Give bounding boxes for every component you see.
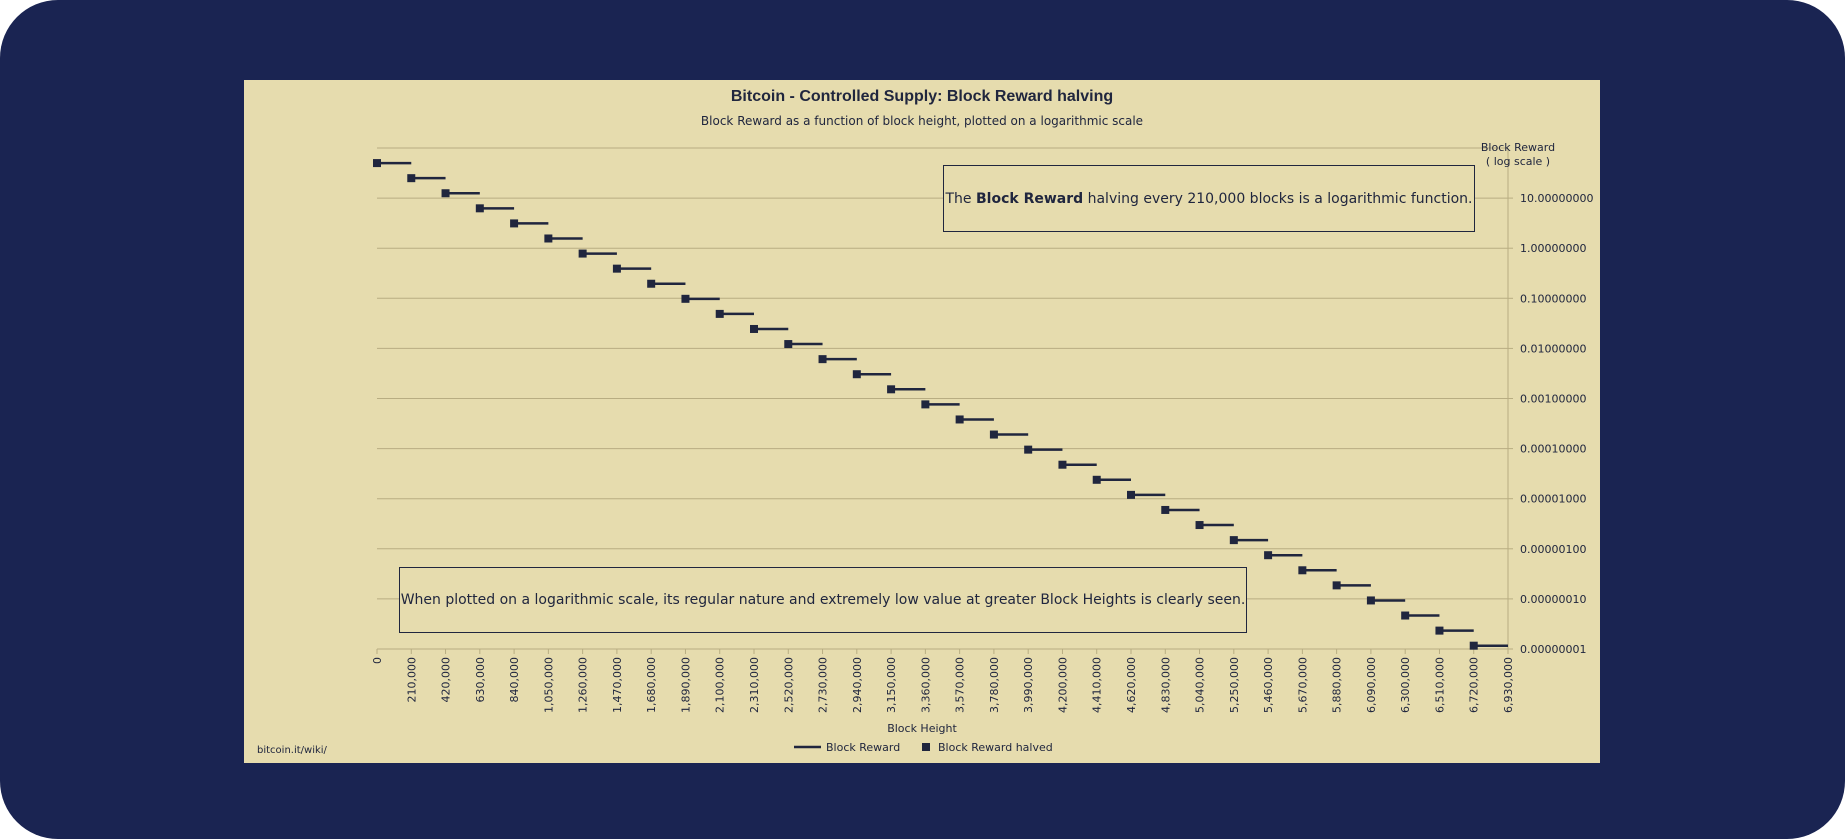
x-tick-label: 4,620,000 xyxy=(1125,657,1138,713)
block-reward-halved-marker xyxy=(1264,551,1273,560)
source-credit: bitcoin.it/wiki/ xyxy=(257,745,327,756)
x-tick-label: 420,000 xyxy=(440,657,453,703)
y-tick-label: 0.00000001 xyxy=(1520,643,1586,656)
x-tick-label: 6,090,000 xyxy=(1365,657,1378,713)
x-tick-label: 1,680,000 xyxy=(645,657,658,713)
y-axis-label-scale: ( log scale ) xyxy=(1486,155,1550,168)
chart-plot: 10.00000000 1.00000000 0.10000000 0.0100000… xyxy=(371,141,1593,754)
x-tick-label: 6,300,000 xyxy=(1399,657,1412,713)
block-reward-halved-marker xyxy=(1435,626,1444,635)
block-reward-halved-marker xyxy=(715,309,724,318)
block-reward-halved-marker xyxy=(750,324,758,333)
x-tick-label: 5,880,000 xyxy=(1331,657,1344,713)
x-tick-label: 1,470,000 xyxy=(611,657,624,713)
x-tick-label: 3,150,000 xyxy=(885,657,898,713)
x-tick-label: 0 xyxy=(371,657,384,664)
block-reward-halved-marker xyxy=(1195,521,1204,530)
x-tick-labels: 0 210,000 420,000 630,000 840,000 1,050,000 1,… xyxy=(371,657,1515,713)
x-tick-label: 4,830,000 xyxy=(1159,657,1172,713)
block-reward-halved-marker xyxy=(1092,475,1101,484)
block-reward-halved-marker xyxy=(1298,566,1307,575)
chart-subtitle: Block Reward as a function of block heig… xyxy=(700,114,1144,128)
chart-title: Bitcoin - Controlled Supply: Block Rewar… xyxy=(730,88,1114,105)
x-tick-label: 5,040,000 xyxy=(1194,657,1207,713)
x-tick-label: 5,250,000 xyxy=(1228,657,1241,713)
block-reward-halved-marker xyxy=(475,204,484,213)
block-reward-halved-marker xyxy=(921,400,930,409)
x-tick-label: 6,720,000 xyxy=(1468,657,1481,713)
block-reward-halved-marker xyxy=(510,219,519,228)
x-tick-label: 1,050,000 xyxy=(542,657,555,713)
x-tick-label: 630,000 xyxy=(474,657,487,703)
y-tick-label: 0.00001000 xyxy=(1520,493,1586,506)
y-tick-label: 0.00000100 xyxy=(1520,543,1586,556)
x-tick-label: 2,100,000 xyxy=(714,657,727,713)
legend-marker-swatch xyxy=(922,743,930,751)
block-reward-halved-marker xyxy=(407,174,416,183)
block-reward-halved-marker xyxy=(1161,505,1170,514)
block-reward-halved-marker xyxy=(1401,611,1410,620)
block-reward-halved-marker xyxy=(1229,536,1238,545)
legend-label-block-reward-halved: Block Reward halved xyxy=(938,741,1053,754)
block-reward-halved-marker xyxy=(544,234,553,243)
x-tick-label: 2,310,000 xyxy=(748,657,761,713)
annotation-halving-pre: The xyxy=(945,190,976,207)
x-tick-label: 5,670,000 xyxy=(1296,657,1309,713)
x-tick-label: 840,000 xyxy=(508,657,521,703)
y-tick-label: 0.00000010 xyxy=(1520,593,1586,606)
x-tick-label: 4,410,000 xyxy=(1091,657,1104,713)
annotation-halving-post: halving every 210,000 blocks is a logari… xyxy=(1083,190,1473,207)
legend: Block Reward Block Reward halved xyxy=(794,741,1053,754)
block-reward-halved-marker xyxy=(612,264,621,273)
x-tick-label: 3,780,000 xyxy=(988,657,1001,713)
block-reward-halved-marker xyxy=(1469,641,1478,650)
x-tick-label: 4,200,000 xyxy=(1056,657,1069,713)
block-reward-halved-marker xyxy=(578,249,587,258)
block-reward-halved-marker xyxy=(1332,581,1341,590)
y-tick-label: 1.00000000 xyxy=(1520,242,1586,255)
block-reward-halved-marker xyxy=(1366,596,1375,605)
x-tick-label: 5,460,000 xyxy=(1262,657,1275,713)
x-tick-label: 6,510,000 xyxy=(1433,657,1446,713)
block-reward-halved-marker xyxy=(681,294,690,303)
x-tick-label: 6,930,000 xyxy=(1502,657,1515,713)
y-axis-label: Block Reward xyxy=(1481,141,1555,154)
y-tick-label: 0.00010000 xyxy=(1520,443,1586,456)
grid-layer xyxy=(377,147,1508,650)
y-tick-label: 10.00000000 xyxy=(1520,192,1593,205)
y-tick-label: 0.00100000 xyxy=(1520,393,1586,406)
x-tick-label: 1,260,000 xyxy=(577,657,590,713)
axis-layer xyxy=(376,148,1513,654)
x-tick-label: 2,940,000 xyxy=(851,657,864,713)
block-reward-halved-marker xyxy=(955,415,964,424)
block-reward-halved-marker xyxy=(887,385,896,394)
x-tick-label: 3,570,000 xyxy=(954,657,967,713)
y-tick-labels: 10.00000000 1.00000000 0.10000000 0.0100000… xyxy=(1520,192,1593,656)
block-reward-halved-marker xyxy=(373,159,381,168)
annotation-log-scale: When plotted on a logarithmic scale, its… xyxy=(399,567,1247,633)
chart-panel: Bitcoin - Controlled Supply: Block Rewar… xyxy=(244,80,1600,763)
x-tick-label: 2,520,000 xyxy=(782,657,795,713)
y-tick-label: 0.01000000 xyxy=(1520,342,1586,355)
block-reward-halved-marker xyxy=(818,355,827,364)
block-reward-halved-marker xyxy=(1024,445,1033,454)
x-tick-label: 2,730,000 xyxy=(817,657,830,713)
annotation-halving-bold: Block Reward xyxy=(976,190,1084,207)
annotation-halving: The Block Reward halving every 210,000 b… xyxy=(943,165,1475,232)
x-tick-label: 3,990,000 xyxy=(1022,657,1035,713)
series-layer xyxy=(373,159,1508,650)
x-tick-label: 1,890,000 xyxy=(679,657,692,713)
block-reward-halved-marker xyxy=(1058,460,1067,469)
block-reward-halved-marker xyxy=(1127,490,1135,499)
block-reward-halved-marker xyxy=(441,189,450,198)
block-reward-halved-marker xyxy=(852,370,861,379)
x-tick-label: 210,000 xyxy=(405,657,418,703)
x-axis-label: Block Height xyxy=(887,722,957,735)
legend-label-block-reward: Block Reward xyxy=(826,741,900,754)
x-tick-label: 3,360,000 xyxy=(919,657,932,713)
y-tick-label: 0.10000000 xyxy=(1520,292,1586,305)
block-reward-halved-marker xyxy=(784,340,793,349)
block-reward-halved-marker xyxy=(989,430,998,439)
block-reward-halved-marker xyxy=(647,279,656,288)
